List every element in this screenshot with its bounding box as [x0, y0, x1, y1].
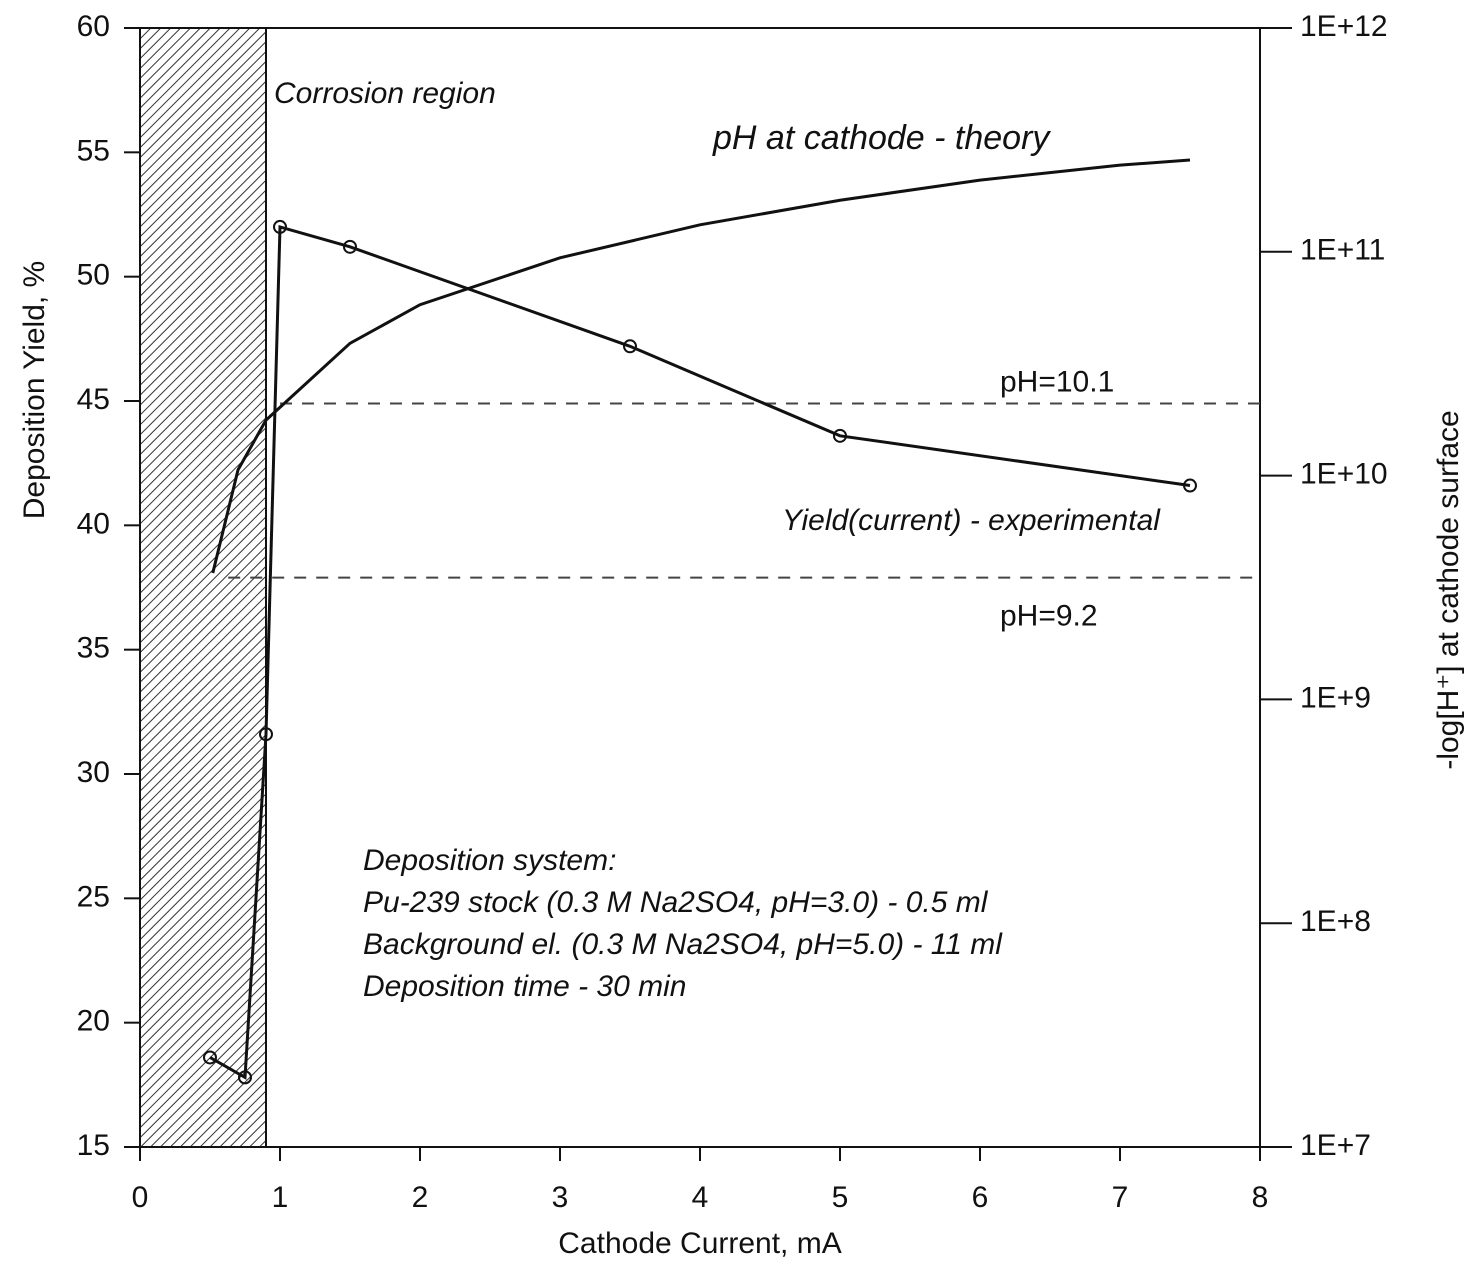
y-tick-label: 30 [77, 756, 110, 789]
plot-frame [139, 27, 1261, 1148]
y-tick-label: 55 [77, 134, 110, 167]
region-label: Corrosion region [274, 77, 496, 110]
x-tick-label: 6 [972, 1181, 989, 1214]
x-axis-label: Cathode Current, mA [558, 1227, 841, 1260]
series-line [209, 224, 1191, 1080]
x-tick-label: 1 [272, 1181, 289, 1214]
data-point [273, 219, 287, 234]
data-point [203, 1050, 217, 1065]
y2-tick-label: 1E+7 [1300, 1129, 1371, 1162]
annotation-line: Pu-239 stock (0.3 M Na2SO4, pH=3.0) - 0.… [363, 886, 989, 919]
y-tick-label: 50 [77, 259, 110, 292]
y-tick-label: 25 [77, 880, 110, 913]
y-tick-label: 15 [77, 1129, 110, 1162]
y2-axis-label: -log[H⁺] at cathode surface [1432, 410, 1465, 769]
y2-tick-label: 1E+8 [1300, 905, 1371, 938]
y-tick-label: 60 [77, 10, 110, 43]
y-tick-label: 35 [77, 632, 110, 665]
y2-tick-label: 1E+11 [1300, 234, 1385, 267]
x-tick-label: 3 [552, 1181, 569, 1214]
annotation-line: Background el. (0.3 M Na2SO4, pH=5.0) - … [363, 928, 1003, 961]
annotation-line: Deposition time - 30 min [363, 970, 686, 1003]
series-label: pH at cathode - theory [712, 119, 1051, 157]
data-point [623, 339, 637, 354]
y-tick-label: 40 [77, 507, 110, 540]
data-point [343, 239, 357, 254]
x-tick-label: 7 [1112, 1181, 1129, 1214]
y-axis-label: Deposition Yield, % [18, 261, 51, 520]
shaded-region [139, 27, 267, 1148]
reference-label: pH=10.1 [1000, 365, 1114, 398]
y2-tick-label: 1E+10 [1300, 458, 1388, 491]
annotation-line: Deposition system: [363, 844, 616, 877]
data-point [238, 1070, 252, 1085]
x-tick-label: 8 [1252, 1181, 1269, 1214]
data-point [259, 727, 273, 742]
y-tick-label: 45 [77, 383, 110, 416]
x-tick-label: 5 [832, 1181, 849, 1214]
reference-label: pH=9.2 [1000, 600, 1098, 633]
series-label: Yield(current) - experimental [782, 504, 1161, 537]
y-tick-label: 20 [77, 1005, 110, 1038]
y2-tick-label: 1E+9 [1300, 681, 1371, 714]
x-tick-label: 2 [412, 1181, 429, 1214]
data-point [833, 428, 847, 443]
x-tick-label: 4 [692, 1181, 709, 1214]
data-point [1183, 478, 1197, 493]
x-tick-label: 0 [132, 1181, 149, 1214]
series-line [211, 158, 1191, 574]
y2-tick-label: 1E+12 [1300, 10, 1388, 43]
